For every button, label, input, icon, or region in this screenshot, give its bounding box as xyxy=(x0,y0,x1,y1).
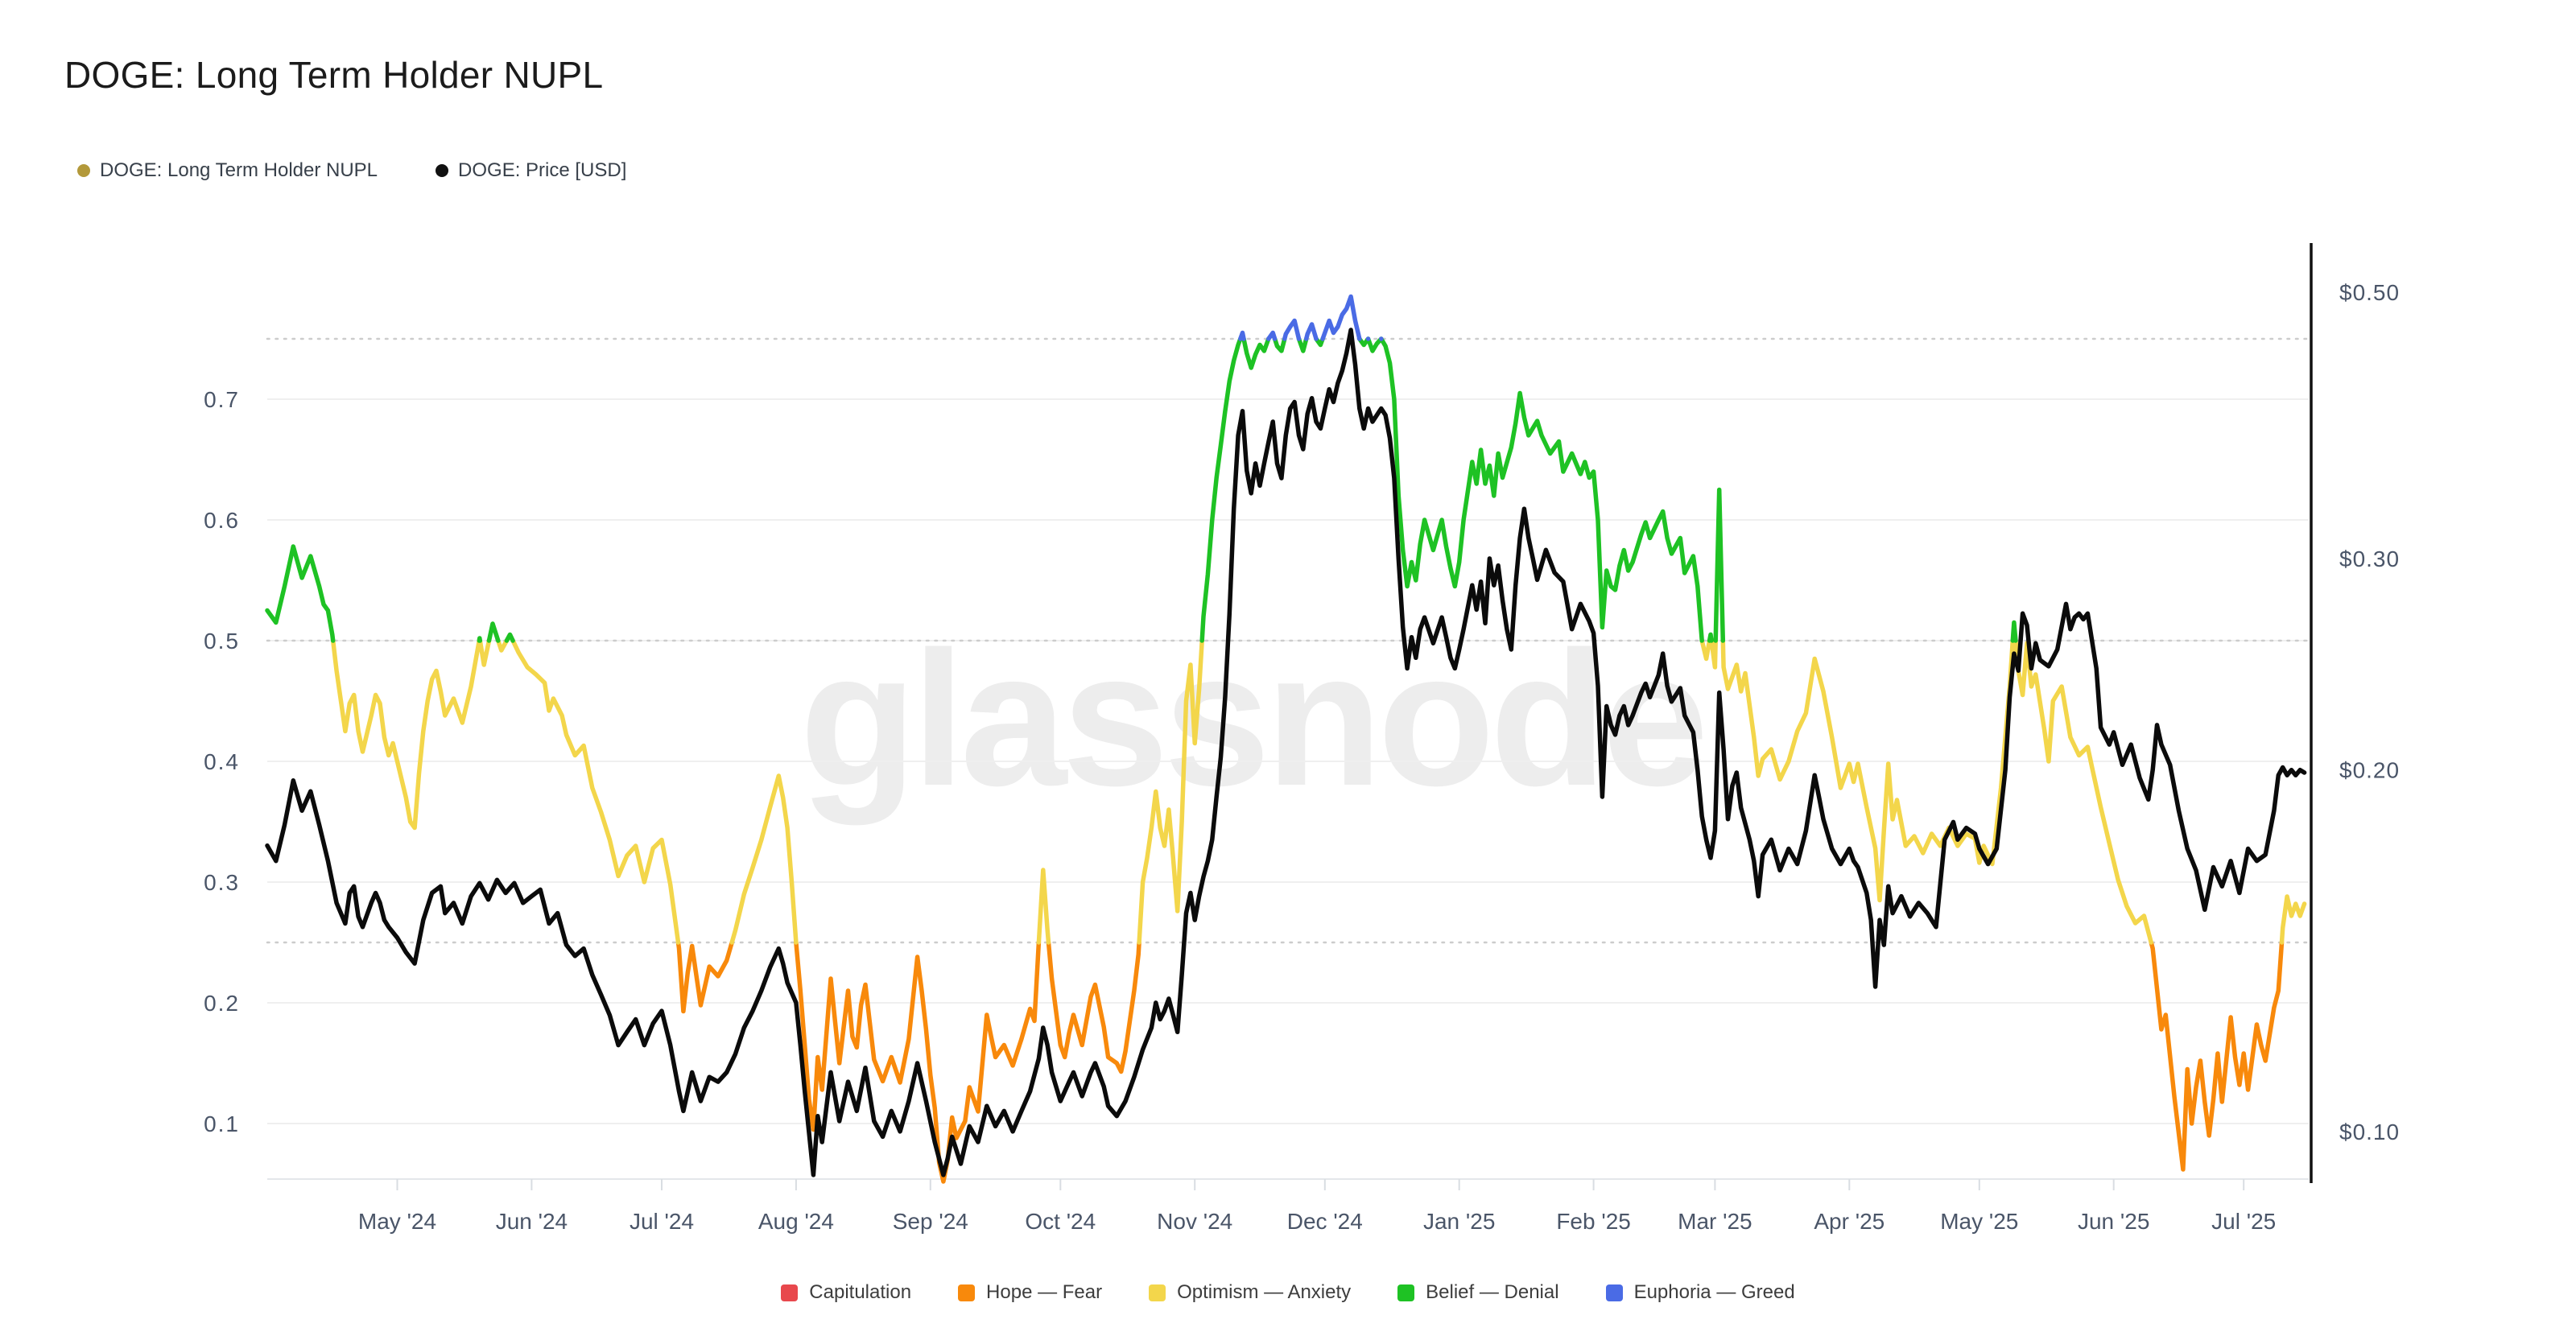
legend-label: DOGE: Price [USD] xyxy=(458,159,627,181)
x-tick-label: Nov '24 xyxy=(1157,1209,1232,1234)
x-tick-label: Aug '24 xyxy=(758,1209,834,1234)
y-right-tick-label: $0.10 xyxy=(2339,1120,2400,1144)
zone-legend-item[interactable]: Capitulation xyxy=(781,1281,911,1304)
zone-label: Euphoria — Greed xyxy=(1633,1281,1795,1303)
x-tick-label: Jan '25 xyxy=(1423,1209,1495,1234)
x-tick-label: Sep '24 xyxy=(893,1209,968,1234)
y-right-tick-label: $0.30 xyxy=(2339,546,2400,571)
x-tick-label: Jul '24 xyxy=(630,1209,694,1234)
zone-legend-item[interactable]: Belief — Denial xyxy=(1397,1281,1559,1304)
y-left-tick-label: 0.4 xyxy=(204,749,240,774)
x-tick-label: Jul '25 xyxy=(2211,1209,2276,1234)
legend-dot-icon xyxy=(77,164,90,177)
zone-swatch-icon xyxy=(1397,1284,1415,1301)
legend-label: DOGE: Long Term Holder NUPL xyxy=(100,159,378,181)
zone-swatch-icon xyxy=(1149,1284,1166,1301)
x-tick-label: Mar '25 xyxy=(1678,1209,1752,1234)
top-legend-item[interactable]: DOGE: Long Term Holder NUPL xyxy=(77,159,378,182)
x-tick-label: Oct '24 xyxy=(1025,1209,1096,1234)
zone-swatch-icon xyxy=(1605,1284,1623,1301)
nupl-series-hope xyxy=(675,940,2285,1184)
x-tick-label: May '25 xyxy=(1940,1209,2018,1234)
x-tick-label: Feb '25 xyxy=(1556,1209,1631,1234)
watermark: glassnode xyxy=(799,612,1703,826)
y-left-tick-label: 0.3 xyxy=(204,870,240,895)
x-tick-label: Dec '24 xyxy=(1287,1209,1363,1234)
zone-legend-item[interactable]: Hope — Fear xyxy=(958,1281,1102,1304)
y-right-tick-label: $0.20 xyxy=(2339,758,2400,783)
price-series xyxy=(265,328,2307,1177)
x-tick-label: Jun '25 xyxy=(2078,1209,2149,1234)
top-legend-item[interactable]: DOGE: Price [USD] xyxy=(436,159,626,182)
nupl-series-optimism xyxy=(330,638,2307,945)
zone-label: Capitulation xyxy=(809,1281,912,1303)
nupl-series-belief xyxy=(265,336,2018,643)
top-legend: DOGE: Long Term Holder NUPL DOGE: Price [… xyxy=(77,159,626,182)
nupl-series-euphoria xyxy=(1238,294,1384,341)
zone-legend-item[interactable]: Euphoria — Greed xyxy=(1605,1281,1795,1304)
y-left-tick-label: 0.2 xyxy=(204,991,240,1016)
y-left-tick-label: 0.7 xyxy=(204,387,240,412)
zone-label: Optimism — Anxiety xyxy=(1177,1281,1352,1303)
x-tick-label: May '24 xyxy=(358,1209,436,1234)
x-tick-label: Jun '24 xyxy=(496,1209,568,1234)
x-tick-label: Apr '25 xyxy=(1814,1209,1885,1234)
zone-legend: Capitulation Hope — Fear Optimism — Anxiet… xyxy=(0,1281,2576,1304)
zone-label: Belief — Denial xyxy=(1426,1281,1559,1303)
zone-swatch-icon xyxy=(958,1284,976,1301)
y-right-tick-label: $0.50 xyxy=(2339,280,2400,305)
zone-swatch-icon xyxy=(781,1284,799,1301)
y-left-tick-label: 0.5 xyxy=(204,629,240,654)
zone-label: Hope — Fear xyxy=(986,1281,1103,1303)
page-title: DOGE: Long Term Holder NUPL xyxy=(64,54,604,96)
legend-dot-icon xyxy=(436,164,449,177)
y-left-tick-label: 0.1 xyxy=(204,1111,240,1136)
zone-legend-item[interactable]: Optimism — Anxiety xyxy=(1149,1281,1351,1304)
y-left-tick-label: 0.6 xyxy=(204,508,240,533)
